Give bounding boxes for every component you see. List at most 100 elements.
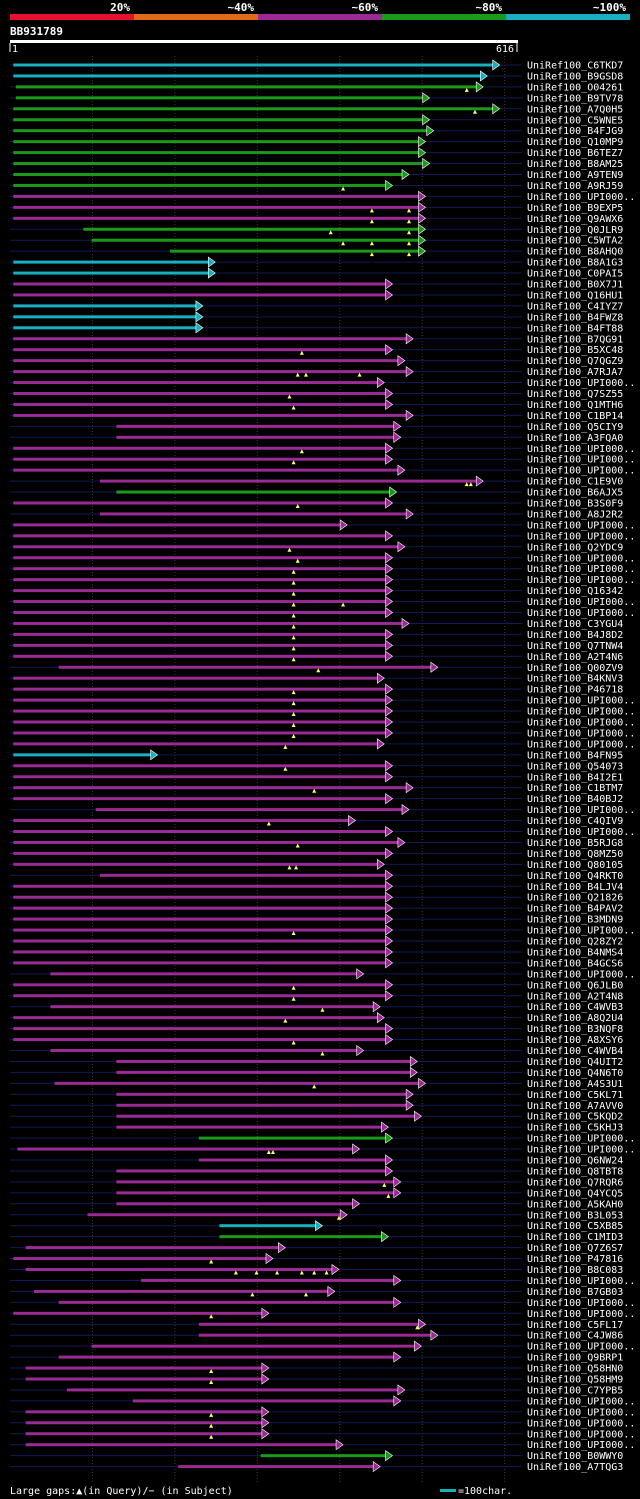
hit-label[interactable]: UniRef100_Q7SZ55 [527, 389, 623, 400]
hit-row[interactable]: UniRef100_Q7SZ55 [10, 387, 623, 401]
hit-label[interactable]: UniRef100_B4PAV2 [527, 904, 623, 915]
hit-label[interactable]: UniRef100_Q4N6T0 [527, 1068, 623, 1079]
hit-row[interactable]: UniRef100_Q7TNW4 [10, 639, 623, 652]
hit-row[interactable]: UniRef100_Q16342 [10, 585, 623, 598]
hit-row[interactable]: UniRef100_UPI000.. [10, 1340, 635, 1353]
hit-label[interactable]: UniRef100_A2T4N6 [527, 652, 623, 663]
hit-label[interactable]: UniRef100_C6TKD7 [527, 61, 623, 72]
hit-row[interactable]: UniRef100_UPI000.. [10, 1274, 635, 1287]
hit-label[interactable]: UniRef100_C1E9V0 [527, 477, 623, 488]
hit-row[interactable]: UniRef100_UPI000.. [10, 574, 635, 587]
hit-row[interactable]: UniRef100_Q0JLR9 [10, 223, 623, 236]
hit-label[interactable]: UniRef100_UPI000.. [527, 1145, 635, 1156]
hit-label[interactable]: UniRef100_Q21826 [527, 893, 623, 904]
hit-row[interactable]: UniRef100_B4FN95 [10, 749, 623, 762]
hit-label[interactable]: UniRef100_B4LJV4 [527, 882, 623, 893]
hit-label[interactable]: UniRef100_P47816 [527, 1254, 623, 1265]
hit-row[interactable]: UniRef100_B5RJG8 [10, 836, 623, 849]
hit-row[interactable]: UniRef100_B8AM25 [10, 157, 623, 171]
hit-label[interactable]: UniRef100_UPI000.. [527, 1429, 635, 1440]
hit-label[interactable]: UniRef100_Q80105 [527, 860, 623, 871]
hit-row[interactable]: UniRef100_C1BTM7 [10, 782, 623, 795]
hit-label[interactable]: UniRef100_C5XB85 [527, 1221, 623, 1232]
hit-label[interactable]: UniRef100_B7GB03 [527, 1287, 623, 1298]
hit-label[interactable]: UniRef100_C4WVB3 [527, 1002, 623, 1013]
hit-label[interactable]: UniRef100_B0WWY0 [527, 1451, 623, 1462]
hit-row[interactable]: UniRef100_C1MID3 [10, 1231, 623, 1244]
hit-row[interactable]: UniRef100_Q4RKT0 [10, 869, 623, 882]
hit-row[interactable]: UniRef100_B4GCS6 [10, 957, 623, 970]
hit-label[interactable]: UniRef100_Q6JLB0 [527, 980, 623, 991]
hit-label[interactable]: UniRef100_B8A1G3 [527, 258, 623, 269]
hit-label[interactable]: UniRef100_UPI000.. [527, 455, 635, 466]
hit-label[interactable]: UniRef100_C0PAI5 [527, 269, 623, 280]
hit-label[interactable]: UniRef100_A7Q0H5 [527, 104, 623, 115]
hit-row[interactable]: UniRef100_UPI000.. [10, 1417, 635, 1430]
hit-label[interactable]: UniRef100_C5FL17 [527, 1320, 623, 1331]
hit-row[interactable]: UniRef100_UPI000.. [10, 552, 635, 565]
hit-label[interactable]: UniRef100_B4FWZ8 [527, 312, 623, 323]
hit-row[interactable]: UniRef100_Q4YCQ5 [10, 1187, 623, 1200]
hit-label[interactable]: UniRef100_A8J2R2 [527, 509, 623, 520]
hit-label[interactable]: UniRef100_B8C083 [527, 1265, 623, 1276]
hit-label[interactable]: UniRef100_B4J8D2 [527, 630, 623, 641]
hit-label[interactable]: UniRef100_B6TEZ7 [527, 148, 623, 159]
hit-row[interactable]: UniRef100_Q80105 [10, 858, 623, 871]
hit-label[interactable]: UniRef100_Q7TNW4 [527, 641, 623, 652]
hit-label[interactable]: UniRef100_A9RJ59 [527, 181, 623, 192]
hit-row[interactable]: UniRef100_Q16HU1 [10, 289, 623, 302]
hit-row[interactable]: UniRef100_C5WNE5 [10, 114, 623, 127]
hit-row[interactable]: UniRef100_C5KQD2 [10, 1110, 623, 1123]
hit-label[interactable]: UniRef100_Q10MP9 [527, 137, 623, 148]
hit-row[interactable]: UniRef100_Q54073 [10, 760, 623, 773]
hit-row[interactable]: UniRef100_Q7QGZ9 [10, 355, 623, 368]
hit-label[interactable]: UniRef100_UPI000.. [527, 553, 635, 564]
hit-label[interactable]: UniRef100_B4GCS6 [527, 958, 623, 969]
hit-row[interactable]: UniRef100_B7GB03 [10, 1285, 623, 1298]
hit-label[interactable]: UniRef100_C3YGU4 [527, 619, 623, 630]
hit-label[interactable]: UniRef100_Q5CIY9 [527, 422, 623, 433]
hit-label[interactable]: UniRef100_Q4UIT2 [527, 1057, 623, 1068]
hit-row[interactable]: UniRef100_UPI000.. [10, 1428, 635, 1441]
hit-label[interactable]: UniRef100_A7TQG3 [527, 1462, 623, 1473]
hit-row[interactable]: UniRef100_B3S0F9 [10, 497, 623, 510]
hit-row[interactable]: UniRef100_UPI000.. [10, 376, 635, 390]
hit-row[interactable]: UniRef100_C7YPB5 [10, 1384, 623, 1397]
hit-row[interactable]: UniRef100_C4IYZ7 [10, 300, 623, 313]
hit-row[interactable]: UniRef100_B9EXP5 [10, 201, 623, 214]
hit-label[interactable]: UniRef100_UPI000.. [527, 1396, 635, 1407]
hit-label[interactable]: UniRef100_B8AM25 [527, 159, 623, 170]
hit-label[interactable]: UniRef100_UPI000.. [527, 718, 635, 729]
hit-row[interactable]: UniRef100_UPI000.. [10, 453, 635, 466]
hit-row[interactable]: UniRef100_UPI000.. [10, 716, 635, 729]
hit-label[interactable]: UniRef100_C5KL71 [527, 1090, 623, 1101]
hit-row[interactable]: UniRef100_C5XB85 [10, 1220, 623, 1233]
hit-row[interactable]: UniRef100_A4S3U1 [10, 1077, 623, 1090]
hit-row[interactable]: UniRef100_B3NQF8 [10, 1023, 623, 1036]
hit-label[interactable]: UniRef100_UPI000.. [527, 520, 635, 531]
hit-label[interactable]: UniRef100_C1BP14 [527, 411, 623, 422]
hit-label[interactable]: UniRef100_B4FN95 [527, 750, 623, 761]
hit-label[interactable]: UniRef100_B3MDN9 [527, 915, 623, 926]
hit-label[interactable]: UniRef100_B4FJG9 [527, 126, 623, 137]
hit-row[interactable]: UniRef100_Q58HN0 [10, 1362, 623, 1375]
hit-row[interactable]: UniRef100_C5WTA2 [10, 234, 623, 247]
hit-label[interactable]: UniRef100_UPI000.. [527, 531, 635, 542]
hit-label[interactable]: UniRef100_O04261 [527, 82, 623, 93]
hit-row[interactable]: UniRef100_A8Q2U4 [10, 1012, 623, 1025]
hit-label[interactable]: UniRef100_UPI000.. [527, 575, 635, 586]
hit-row[interactable]: UniRef100_A7AVV0 [10, 1099, 623, 1112]
hit-label[interactable]: UniRef100_UPI000.. [527, 608, 635, 619]
hit-label[interactable]: UniRef100_C5WTA2 [527, 236, 623, 247]
hit-label[interactable]: UniRef100_UPI000.. [527, 1298, 635, 1309]
hit-label[interactable]: UniRef100_UPI000.. [527, 1342, 635, 1353]
hit-row[interactable]: UniRef100_A7RJA7 [10, 366, 623, 379]
hit-row[interactable]: UniRef100_A8XSY6 [10, 1033, 623, 1047]
hit-row[interactable]: UniRef100_B8AHQ0 [10, 245, 623, 258]
hit-label[interactable]: UniRef100_Q16HU1 [527, 290, 623, 301]
hit-row[interactable]: UniRef100_C4WVB4 [10, 1044, 623, 1058]
hit-row[interactable]: UniRef100_UPI000.. [10, 1143, 635, 1156]
hit-label[interactable]: UniRef100_A5KAH0 [527, 1199, 623, 1210]
hit-label[interactable]: UniRef100_B3L053 [527, 1210, 623, 1221]
hit-row[interactable]: UniRef100_A7Q0H5 [10, 103, 623, 116]
